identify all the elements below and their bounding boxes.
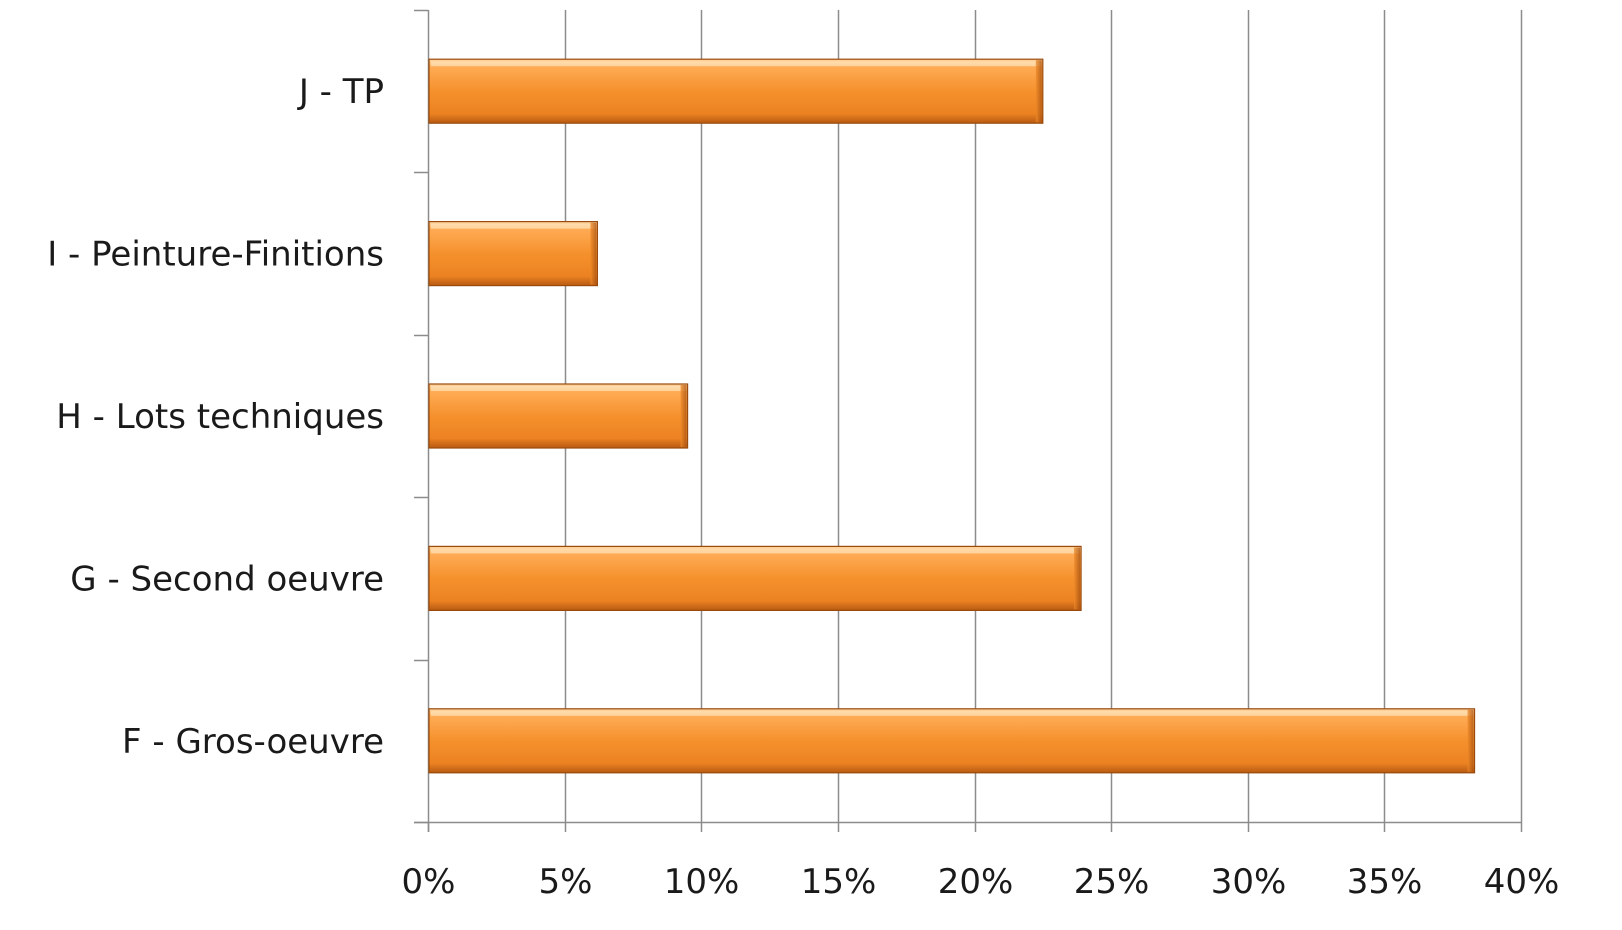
x-tick-label: 10% xyxy=(664,862,740,902)
bar-group-2 xyxy=(428,383,689,449)
bar-end-bevel xyxy=(590,222,597,285)
bar-end-bevel xyxy=(1074,547,1081,610)
bar-group-3 xyxy=(428,221,599,287)
x-tick-label: 35% xyxy=(1347,862,1423,902)
category-label: F - Gros-oeuvre xyxy=(122,722,384,762)
bar-highlight xyxy=(431,61,1041,67)
bar-highlight xyxy=(431,223,596,229)
bar-highlight xyxy=(431,548,1080,554)
x-tick-label: 5% xyxy=(539,862,593,902)
bar xyxy=(428,58,1044,124)
category-label: I - Peinture-Finitions xyxy=(47,235,384,275)
bar-highlight xyxy=(431,386,686,391)
x-tick-label: 40% xyxy=(1484,862,1560,902)
bar xyxy=(428,383,689,449)
bar xyxy=(428,221,599,287)
bar-end-bevel xyxy=(680,385,687,447)
x-tick-label: 15% xyxy=(801,862,877,902)
bar-end-bevel xyxy=(1035,60,1042,123)
category-label: G - Second oeuvre xyxy=(70,559,384,599)
x-tick-label: 30% xyxy=(1211,862,1287,902)
bar xyxy=(428,708,1476,774)
bar-group-0 xyxy=(428,708,1476,774)
bar-group-4 xyxy=(428,58,1044,124)
bar-highlight xyxy=(431,710,1473,716)
x-tick-label: 25% xyxy=(1074,862,1150,902)
bar-group-1 xyxy=(428,545,1082,612)
labels: 0% 5% 10% 15% 20% 25% 30% 35% 40% F - Gros-oeuvre… xyxy=(47,72,1559,902)
bar-end-bevel xyxy=(1467,709,1474,772)
x-tick-label: 0% xyxy=(402,862,456,902)
bar xyxy=(428,545,1082,612)
category-label: J - TP xyxy=(297,72,384,112)
category-label: H - Lots techniques xyxy=(56,397,384,437)
x-tick-label: 20% xyxy=(938,862,1014,902)
bars xyxy=(428,58,1476,774)
gridlines xyxy=(564,10,1523,822)
